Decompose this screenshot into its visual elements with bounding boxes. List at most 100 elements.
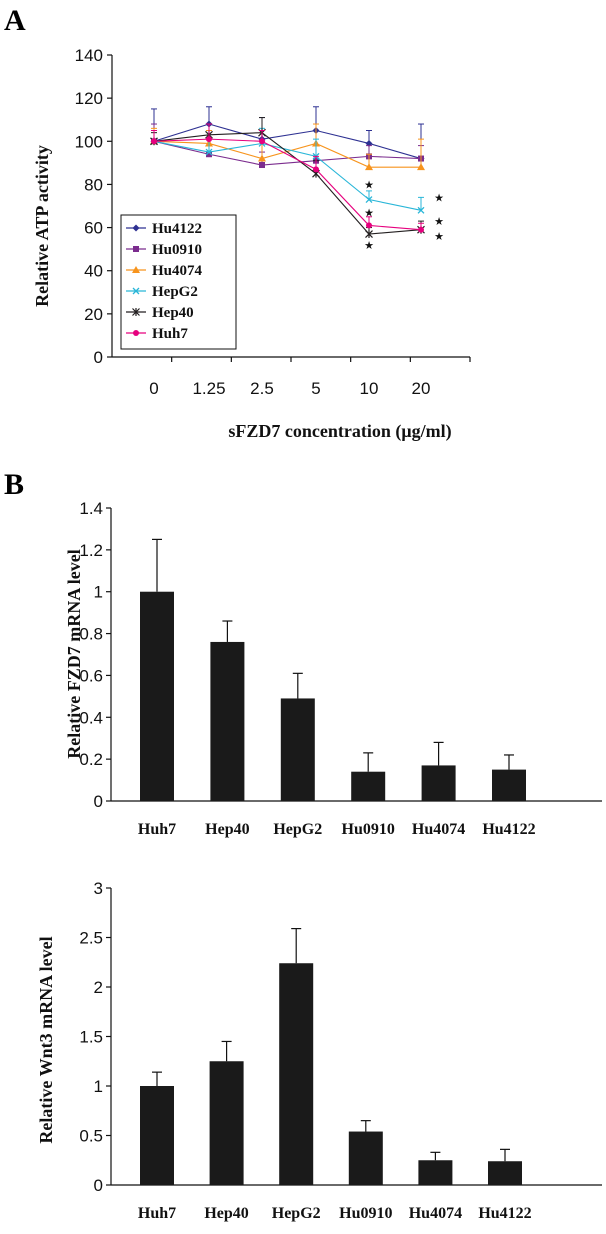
legend: Hu4122 Hu0910 Hu4074 HepG2 Hep40 Huh7	[120, 214, 237, 350]
bar	[418, 1160, 453, 1185]
legend-box	[120, 214, 237, 350]
significance-star: ★	[364, 239, 374, 252]
bar	[140, 591, 174, 801]
significance-star: ★	[434, 230, 444, 243]
category-label: Huh7	[138, 821, 176, 838]
bar-group-hu0910	[351, 752, 386, 801]
y-tick-label: 0	[94, 348, 103, 367]
series-hu4122	[150, 106, 425, 163]
legend-swatch-marker	[132, 266, 140, 273]
x-tick-label: 0	[149, 379, 158, 398]
chart-b1-bars	[140, 538, 526, 801]
category-label: HepG2	[272, 1205, 321, 1222]
data-point	[259, 162, 265, 169]
bar	[492, 769, 526, 801]
bar-group-hu4122	[488, 1148, 522, 1185]
bar	[488, 1161, 522, 1185]
bar	[279, 963, 314, 1185]
bar	[280, 698, 315, 801]
chart-b1-ticks: 0 0.2 0.4 0.6 0.8 1 1.2 1.4	[79, 499, 111, 811]
data-point	[206, 136, 212, 143]
legend-label: Hep40	[152, 305, 194, 321]
atp-activity-chart: 0 20 40 60 80 100 120 140 0 1.25 2.5 5 10 20 ★ ★ ★ ★ ★ ★ s…	[32, 46, 471, 442]
panel-label-a: A	[4, 4, 26, 37]
data-point	[417, 206, 425, 214]
series-line	[153, 138, 422, 231]
legend-label: Hu4074	[152, 263, 203, 279]
data-point	[151, 138, 157, 145]
y-tick-label: 100	[75, 132, 103, 151]
y-tick-label: 0	[94, 1176, 103, 1195]
category-label: Hu0910	[339, 1205, 392, 1222]
legend-label: HepG2	[152, 284, 198, 300]
y-axis-title-fzd7: Relative FZD7 mRNA level	[64, 549, 84, 758]
data-point	[365, 196, 373, 203]
chart-b2-bars	[140, 927, 522, 1185]
fzd7-mrna-chart: 0 0.2 0.4 0.6 0.8 1 1.2 1.4 Huh7 Hep40 HepG2 Hu091…	[64, 499, 602, 838]
chart-b1-axes	[110, 508, 602, 802]
category-label: Hu4122	[482, 821, 535, 838]
data-point	[417, 163, 425, 171]
x-tick-label: 5	[311, 379, 320, 398]
legend-item-hepg2: HepG2	[126, 284, 198, 300]
series-line	[153, 140, 421, 168]
y-tick-label: 1	[94, 583, 103, 602]
y-axis-title-wnt3: Relative Wnt3 mRNA level	[36, 936, 56, 1143]
bar-group-hepg2	[279, 927, 314, 1185]
y-tick-label: 3	[94, 879, 103, 898]
panel-label-b: B	[4, 468, 24, 501]
category-label: Hu4074	[409, 1205, 462, 1222]
legend-item-hep40: Hep40	[126, 305, 194, 321]
data-point	[205, 148, 213, 156]
y-tick-label: 2.5	[79, 929, 103, 948]
category-label: Hu4074	[412, 821, 465, 838]
category-label: HepG2	[273, 821, 322, 838]
series-line	[153, 123, 422, 160]
data-point	[418, 226, 424, 233]
chart-a-significance: ★ ★ ★ ★ ★ ★	[364, 178, 444, 251]
significance-star: ★	[364, 206, 374, 219]
bar	[351, 771, 386, 801]
category-label: Hu0910	[342, 821, 395, 838]
y-tick-label: 0.5	[79, 1127, 103, 1146]
y-tick-label: 60	[84, 219, 103, 238]
bar	[210, 641, 245, 801]
x-tick-label: 2.5	[250, 379, 274, 398]
legend-swatch-marker	[133, 330, 139, 336]
y-tick-label: 1.2	[79, 541, 103, 560]
x-tick-label: 20	[412, 379, 431, 398]
legend-label: Huh7	[152, 326, 188, 342]
category-label: Hep40	[204, 1205, 248, 1222]
y-tick-label: 140	[75, 46, 103, 65]
category-label: Huh7	[138, 1205, 176, 1222]
y-tick-label: 80	[84, 175, 103, 194]
y-tick-label: 2	[94, 978, 103, 997]
y-tick-label: 0.8	[79, 625, 103, 644]
legend-item-huh7: Huh7	[126, 326, 188, 342]
y-tick-label: 0.6	[79, 666, 103, 685]
data-point	[259, 138, 265, 145]
category-label: Hu4122	[478, 1205, 531, 1222]
y-tick-label: 1	[94, 1077, 103, 1096]
legend-swatch-marker	[132, 308, 140, 316]
significance-star: ★	[364, 178, 374, 191]
significance-star: ★	[434, 191, 444, 204]
bar-group-hep40	[209, 1040, 244, 1185]
bar	[209, 1061, 244, 1185]
chart-b2-category-labels: Huh7 Hep40 HepG2 Hu0910 Hu4074 Hu4122	[138, 1205, 532, 1222]
y-tick-label: 0.2	[79, 750, 103, 769]
significance-star: ★	[434, 215, 444, 228]
x-tick-label: 10	[360, 379, 379, 398]
y-axis-title: Relative ATP activity	[32, 145, 52, 307]
legend-swatch-marker	[132, 224, 140, 232]
chart-a-ticks: 0 20 40 60 80 100 120 140 0 1.25 2.5 5 10 20	[75, 46, 471, 398]
wnt3-mrna-chart: 0 0.5 1 1.5 2 2.5 3 Huh7 Hep40 HepG2 Hu0910 Hu4074…	[36, 879, 602, 1222]
data-point	[366, 222, 372, 229]
y-tick-label: 40	[84, 262, 103, 281]
legend-label: Hu0910	[152, 242, 202, 258]
bar	[140, 1086, 174, 1185]
series-line	[153, 140, 422, 211]
bar-group-hu4074	[418, 1151, 453, 1185]
chart-a-series	[150, 106, 425, 239]
